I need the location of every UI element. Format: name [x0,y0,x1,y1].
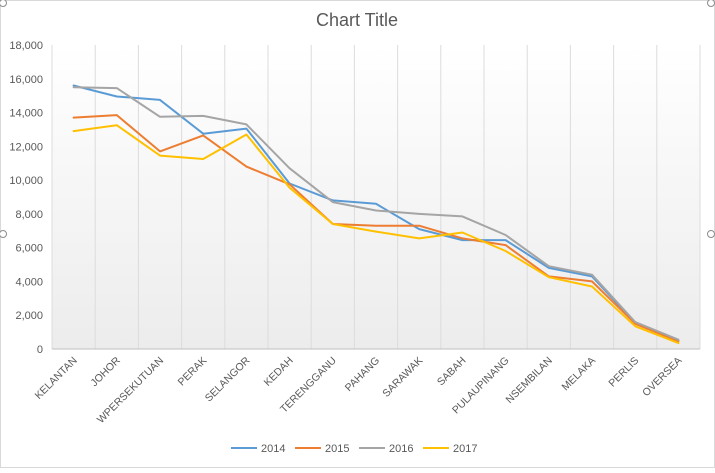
y-tick-label: 14,000 [9,108,43,120]
resize-handle-left[interactable] [0,230,7,238]
resize-handle-top-right[interactable] [707,0,715,7]
legend-label: 2014 [261,443,285,455]
legend-label: 2017 [453,443,477,455]
y-tick-label: 18,000 [9,40,43,52]
legend-label: 2016 [389,443,413,455]
y-tick-label: 10,000 [9,175,43,187]
series-line-2017[interactable] [72,124,680,345]
y-tick-label: 12,000 [9,141,43,153]
resize-handle-right[interactable] [707,230,715,238]
y-tick-label: 16,000 [9,74,43,86]
legend-label: 2015 [325,443,349,455]
y-tick-label: 0 [37,344,43,356]
legend[interactable]: 2014 2015 2016 2017 [231,443,477,455]
y-axis: 0 2,000 4,000 6,000 8,000 10,000 12,000 14,000 1… [9,40,43,356]
plot-area [52,45,700,349]
y-tick-label: 8,000 [15,209,43,221]
series-lines [72,84,680,345]
gridlines [51,45,701,349]
y-tick-label: 4,000 [15,276,43,288]
resize-handle-top-left[interactable] [0,0,7,7]
series-line-2015[interactable] [72,114,680,343]
y-tick-label: 6,000 [15,243,43,255]
series-line-2016[interactable] [72,86,680,341]
y-tick-label: 2,000 [15,310,43,322]
chart-title[interactable]: Chart Title [316,10,398,30]
series-line-2014[interactable] [72,84,680,342]
